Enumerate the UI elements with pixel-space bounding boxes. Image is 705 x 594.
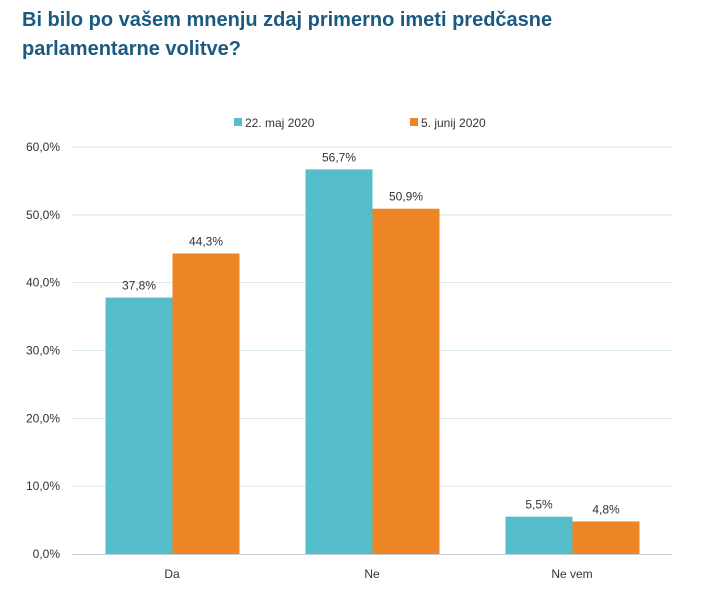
y-tick-label: 10,0% xyxy=(26,479,60,493)
y-tick-label: 50,0% xyxy=(26,208,60,222)
legend-swatch-2 xyxy=(410,118,418,126)
data-label: 4,8% xyxy=(592,502,620,516)
bar-series1-0 xyxy=(105,297,173,554)
legend-swatch-1 xyxy=(234,118,242,126)
y-tick-label: 30,0% xyxy=(26,344,60,358)
bar-series1-2 xyxy=(505,516,573,554)
y-tick-label: 40,0% xyxy=(26,276,60,290)
data-label: 50,9% xyxy=(389,190,423,204)
y-tick-label: 0,0% xyxy=(33,547,61,561)
x-tick-label: Da xyxy=(164,567,180,581)
bar-series2-2 xyxy=(572,521,640,554)
x-tick-label: Ne vem xyxy=(551,567,592,581)
y-tick-label: 60,0% xyxy=(26,140,60,154)
data-label: 56,7% xyxy=(322,150,356,164)
data-label: 5,5% xyxy=(525,498,553,512)
data-label: 37,8% xyxy=(122,279,156,293)
bar-series1-1 xyxy=(305,169,373,554)
y-tick-label: 20,0% xyxy=(26,411,60,425)
x-tick-label: Ne xyxy=(364,567,380,581)
bar-series2-1 xyxy=(372,208,440,554)
legend-label-2: 5. junij 2020 xyxy=(421,116,486,130)
legend-label-1: 22. maj 2020 xyxy=(245,116,315,130)
chart-title: Bi bilo po vašem mnenju zdaj primerno im… xyxy=(22,9,553,60)
data-label: 44,3% xyxy=(189,234,223,248)
bar-series2-0 xyxy=(172,253,240,554)
